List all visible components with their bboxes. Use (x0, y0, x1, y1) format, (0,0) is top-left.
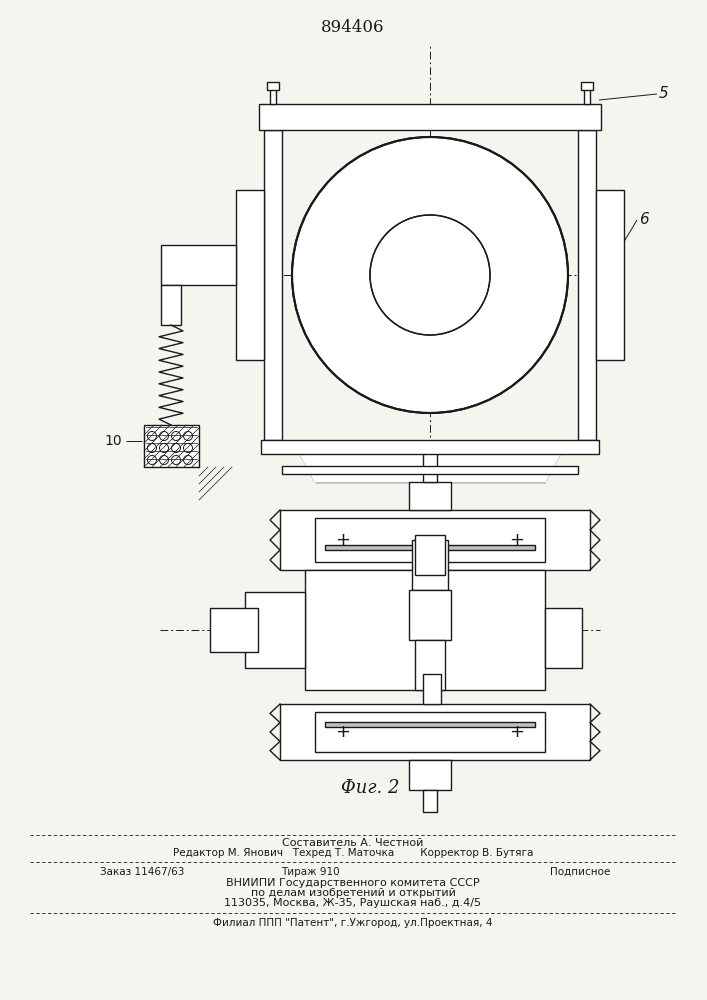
Text: +: + (336, 531, 351, 549)
Bar (409, 482, 451, 510)
Bar (423, 790, 437, 812)
Text: 5: 5 (659, 87, 669, 102)
Bar (315, 518, 545, 562)
Bar (236, 190, 264, 360)
Bar (578, 130, 596, 440)
Text: Составитель А. Честной: Составитель А. Честной (282, 838, 423, 848)
Bar (280, 510, 590, 570)
Bar (581, 82, 593, 90)
Text: 10: 10 (105, 434, 122, 448)
Bar (409, 590, 451, 640)
Bar (261, 440, 599, 454)
Bar (409, 760, 451, 790)
Bar (415, 535, 445, 575)
Text: 113035, Москва, Ж-35, Раушская наб., д.4/5: 113035, Москва, Ж-35, Раушская наб., д.4… (225, 898, 481, 908)
Text: по делам изобретений и открытий: по делам изобретений и открытий (250, 888, 455, 898)
Bar (423, 674, 441, 704)
Bar (259, 104, 601, 130)
Bar (264, 130, 282, 440)
Text: Φиг. 2: Φиг. 2 (341, 779, 399, 797)
Bar (245, 592, 305, 668)
Bar (421, 570, 439, 598)
Bar (267, 82, 279, 90)
Ellipse shape (370, 215, 490, 335)
Bar (161, 285, 181, 325)
Bar (423, 444, 437, 482)
Text: Заказ 11467/63: Заказ 11467/63 (100, 867, 185, 877)
Bar (412, 540, 448, 590)
Bar (315, 712, 545, 752)
Bar (280, 704, 590, 760)
Bar (282, 466, 578, 474)
Bar (144, 425, 199, 467)
Polygon shape (300, 454, 560, 482)
Text: 894406: 894406 (321, 19, 385, 36)
Bar (161, 245, 236, 285)
Bar (325, 722, 535, 727)
Text: +: + (510, 723, 525, 741)
Text: Редактор М. Янович   Техред Т. Маточка        Корректор В. Бутяга: Редактор М. Янович Техред Т. Маточка Кор… (173, 848, 533, 858)
Bar (210, 608, 258, 652)
Bar (325, 545, 535, 550)
Text: Филиал ППП "Патент", г.Ужгород, ул.Проектная, 4: Филиал ППП "Патент", г.Ужгород, ул.Проек… (214, 918, 493, 928)
Bar (270, 86, 276, 104)
Bar (415, 640, 445, 690)
Bar (584, 86, 590, 104)
Text: ВНИИПИ Государственного комитета СССР: ВНИИПИ Государственного комитета СССР (226, 878, 480, 888)
Bar (596, 190, 624, 360)
Ellipse shape (292, 137, 568, 413)
Bar (545, 608, 582, 668)
Text: +: + (510, 531, 525, 549)
Bar (305, 570, 545, 690)
Text: Подписное: Подписное (550, 867, 610, 877)
Text: 6: 6 (639, 213, 649, 228)
Text: Тираж 910: Тираж 910 (281, 867, 339, 877)
Text: +: + (336, 723, 351, 741)
